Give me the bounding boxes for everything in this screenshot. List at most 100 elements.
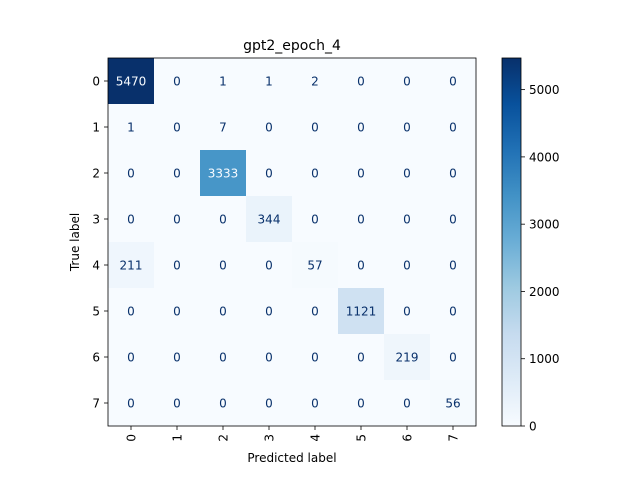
cell-value-label: 0 — [357, 121, 365, 135]
cell-value-label: 0 — [449, 121, 457, 135]
heatmap-cell — [292, 58, 339, 105]
cell-value-label: 1 — [219, 75, 227, 89]
cell-value-label: 0 — [403, 167, 411, 181]
cell-value-label: 0 — [357, 75, 365, 89]
heatmap-cell — [384, 380, 431, 427]
heatmap-cell — [384, 242, 431, 289]
heatmap-cell — [108, 58, 155, 105]
cell-value-label: 1 — [127, 121, 135, 135]
heatmap-cell — [154, 104, 201, 151]
x-tick-label: 6 — [401, 434, 415, 442]
x-axis-label: Predicted label — [247, 451, 336, 465]
heatmap-cell — [430, 334, 477, 381]
x-tick-label: 2 — [217, 434, 231, 442]
heatmap-cell — [292, 104, 339, 151]
cell-value-label: 0 — [311, 121, 319, 135]
heatmap-cell — [384, 334, 431, 381]
cell-value-label: 0 — [449, 167, 457, 181]
heatmap-cell — [292, 242, 339, 289]
heatmap-cell — [200, 58, 247, 105]
cell-value-label: 0 — [219, 397, 227, 411]
x-tick-label: 7 — [447, 434, 461, 442]
x-tick-label: 1 — [171, 434, 185, 442]
cell-value-label: 0 — [265, 121, 273, 135]
matrix-frame — [107, 57, 477, 427]
cell-value-label: 2 — [311, 75, 319, 89]
heatmap-cell — [430, 150, 477, 197]
cell-value-label: 0 — [311, 167, 319, 181]
cell-value-label: 0 — [219, 351, 227, 365]
heatmap-cell — [200, 242, 247, 289]
heatmap-cell — [200, 380, 247, 427]
x-tick-label: 4 — [309, 434, 323, 442]
heatmap-cell — [384, 150, 431, 197]
cell-value-label: 211 — [120, 259, 143, 273]
cell-value-label: 0 — [127, 351, 135, 365]
cell-value-label: 0 — [173, 351, 181, 365]
cell-value-label: 0 — [449, 75, 457, 89]
cell-value-label: 7 — [219, 121, 227, 135]
cell-value-label: 0 — [449, 305, 457, 319]
y-axis-label: True label — [68, 213, 82, 272]
heatmap-cell — [338, 334, 385, 381]
heatmap-cell — [338, 196, 385, 243]
heatmap-cell — [154, 242, 201, 289]
cell-value-label: 0 — [357, 259, 365, 273]
cell-value-label: 0 — [311, 397, 319, 411]
heatmap-cell — [292, 334, 339, 381]
heatmap-cell — [200, 150, 247, 197]
y-tick-label: 7 — [92, 397, 100, 411]
heatmap-cell — [338, 242, 385, 289]
heatmap-cell — [108, 380, 155, 427]
heatmap-cell — [246, 150, 293, 197]
cell-value-label: 0 — [311, 305, 319, 319]
cell-value-label: 0 — [173, 167, 181, 181]
cell-value-label: 1 — [265, 75, 273, 89]
heatmap-cell — [154, 196, 201, 243]
heatmap-cell — [246, 104, 293, 151]
cell-value-label: 0 — [403, 397, 411, 411]
colorbar-tick-label: 5000 — [529, 83, 560, 97]
heatmap-cell — [430, 380, 477, 427]
heatmap-cell — [108, 196, 155, 243]
cell-value-label: 0 — [311, 351, 319, 365]
cell-value-label: 0 — [357, 167, 365, 181]
heatmap-cell — [338, 104, 385, 151]
x-tick-label: 3 — [263, 434, 277, 442]
y-tick-label: 3 — [92, 213, 100, 227]
cell-value-label: 0 — [173, 305, 181, 319]
cell-value-label: 5470 — [116, 75, 147, 89]
cell-value-label: 0 — [265, 259, 273, 273]
colorbar-tick-label: 0 — [529, 420, 537, 434]
heatmap-cell — [384, 196, 431, 243]
heatmap-cell — [200, 288, 247, 335]
colorbar-tick-label: 4000 — [529, 150, 560, 164]
y-tick-label: 6 — [92, 351, 100, 365]
cell-value-label: 0 — [127, 167, 135, 181]
cell-value-label: 0 — [173, 213, 181, 227]
cell-value-label: 344 — [258, 213, 281, 227]
heatmap-cell — [154, 334, 201, 381]
cell-value-label: 0 — [357, 397, 365, 411]
heatmap-cell — [246, 58, 293, 105]
cell-value-label: 0 — [357, 213, 365, 227]
heatmap-cell — [430, 58, 477, 105]
cell-value-label: 0 — [403, 75, 411, 89]
y-tick-label: 4 — [92, 259, 100, 273]
heatmap-cell — [154, 288, 201, 335]
heatmap-cell — [384, 104, 431, 151]
heatmap-cell — [384, 288, 431, 335]
heatmap-cell — [246, 380, 293, 427]
cell-value-label: 0 — [265, 305, 273, 319]
heatmap-cell — [154, 150, 201, 197]
cell-value-label: 0 — [403, 259, 411, 273]
cell-value-label: 0 — [265, 397, 273, 411]
heatmap-cell — [430, 104, 477, 151]
colorbar — [501, 57, 522, 427]
cell-value-label: 0 — [265, 167, 273, 181]
heatmap-cell — [200, 104, 247, 151]
cell-value-label: 0 — [219, 213, 227, 227]
heatmap-cell — [338, 380, 385, 427]
heatmap-cell — [292, 150, 339, 197]
